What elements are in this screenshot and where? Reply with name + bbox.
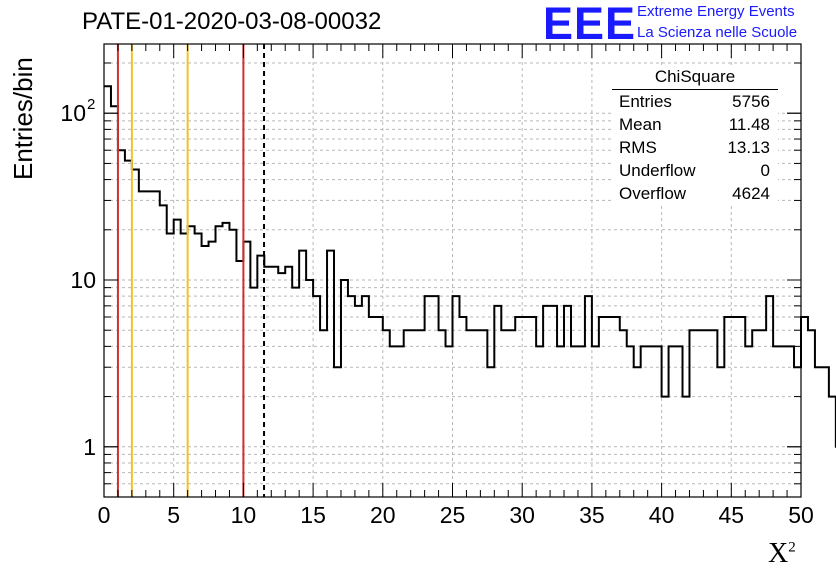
chart-title: PATE-01-2020-03-08-00032 <box>82 8 382 35</box>
y-tick-label-exponent: 2 <box>87 96 95 113</box>
stats-row-rms: RMS 13.13 <box>612 136 778 159</box>
stats-value: 13.13 <box>727 138 770 157</box>
eee-logo: EEE <box>543 0 637 49</box>
stats-row-overflow: Overflow 4624 <box>612 182 778 205</box>
stats-label: Mean <box>619 115 662 134</box>
x-axis-label-sup: 2 <box>788 539 796 556</box>
x-axis-label-base: X <box>768 538 789 569</box>
x-tick-label: 15 <box>300 502 326 528</box>
y-tick-label: 1 <box>83 434 96 460</box>
stats-row-entries: Entries 5756 <box>612 90 778 113</box>
x-axis-label: X2 <box>768 538 796 570</box>
x-tick-label: 35 <box>579 502 605 528</box>
stats-row-mean: Mean 11.48 <box>612 113 778 136</box>
logo-tagline-1: Extreme Energy Events <box>637 3 795 20</box>
stats-box: ChiSquare Entries 5756 Mean 11.48 RMS 13… <box>612 66 778 205</box>
stats-label: Underflow <box>619 161 696 180</box>
x-tick-label: 20 <box>370 502 396 528</box>
x-tick-label: 10 <box>231 502 257 528</box>
y-tick-label: 10 <box>70 267 96 293</box>
x-tick-label: 45 <box>719 502 745 528</box>
x-tick-label: 40 <box>649 502 675 528</box>
y-axis-label: Entries/bin <box>8 57 38 180</box>
stats-label: RMS <box>619 138 657 157</box>
stats-value: 0 <box>760 161 770 180</box>
histogram-series <box>104 85 836 448</box>
stats-label: Overflow <box>619 184 687 203</box>
logo-tagline-2: La Scienza nelle Scuole <box>637 24 798 41</box>
stats-value: 11.48 <box>728 115 770 134</box>
stats-title: ChiSquare <box>612 66 778 90</box>
stats-label: Entries <box>619 92 672 111</box>
x-tick-label: 50 <box>788 502 814 528</box>
y-tick-label: 10 <box>60 100 86 126</box>
stats-row-underflow: Underflow 0 <box>612 159 778 182</box>
x-tick-label: 0 <box>98 502 111 528</box>
stats-value: 5756 <box>732 92 770 111</box>
x-tick-label: 30 <box>509 502 535 528</box>
x-tick-label: 5 <box>167 502 180 528</box>
x-tick-label: 25 <box>440 502 466 528</box>
stats-value: 4624 <box>732 184 770 203</box>
